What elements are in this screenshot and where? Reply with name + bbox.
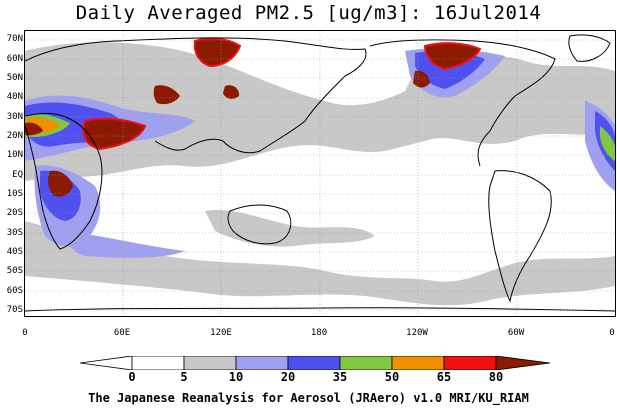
colorbar-label: 10 [228,370,244,384]
pm25-65-80-regions [82,37,482,151]
colorbar-label: 35 [332,370,348,384]
colorbar [80,356,550,370]
colorbar-swatch [495,356,550,370]
colorbar-swatch [443,356,497,370]
footer-credit: The Japanese Reanalysis for Aerosol (JRA… [88,391,529,405]
europe-asia-coast [25,37,367,154]
lat-label: EQ [12,170,23,180]
lat-label: 70N [6,34,23,44]
colorbar-label: 5 [180,370,188,384]
colorbar-swatch [339,356,393,370]
lat-label: 20N [6,131,23,141]
colorbar-label: 65 [436,370,452,384]
lat-label: 40S [6,247,23,257]
north-america-coast [369,39,556,167]
south-america-coast [488,170,552,303]
africa-coast [25,112,103,250]
lon-label: 180 [310,328,328,338]
colorbar-label: 80 [488,370,504,384]
lat-label: 70S [6,305,23,315]
colorbar-swatch [235,356,289,370]
lat-label: 10S [6,189,23,199]
lat-label: 30N [6,112,23,122]
antarctica-coast [25,307,615,312]
colorbar-swatch [287,356,341,370]
lon-label: 60E [113,328,131,338]
colorbar-label: 50 [384,370,400,384]
lat-label: 30S [6,228,23,238]
map-canvas [25,31,615,316]
lat-label: 40N [6,92,23,102]
lat-label: 50S [6,266,23,276]
colorbar-label: 20 [280,370,296,384]
map-title: Daily Averaged PM2.5 [ug/m3]: 16Jul2014 [75,2,542,24]
lat-label: 60S [6,286,23,296]
lon-label: 120E [210,328,232,338]
lat-label: 10N [6,150,23,160]
lon-label: 120W [406,328,428,338]
lat-label: 60N [6,54,23,64]
lat-label: 20S [6,208,23,218]
colorbar-label: 0 [128,370,136,384]
colorbar-swatch [80,356,133,370]
colorbar-swatch [131,356,185,370]
lon-label: 0 [22,328,28,338]
colorbar-swatch [391,356,445,370]
greenland-coast [568,34,611,62]
coastlines [25,34,615,312]
graticule [25,31,615,316]
lon-label: 0 [609,328,615,338]
pm25-map [24,30,616,317]
australia-coast [227,204,292,245]
lon-label: 60W [507,328,525,338]
lat-label: 50N [6,73,23,83]
colorbar-swatch [183,356,237,370]
